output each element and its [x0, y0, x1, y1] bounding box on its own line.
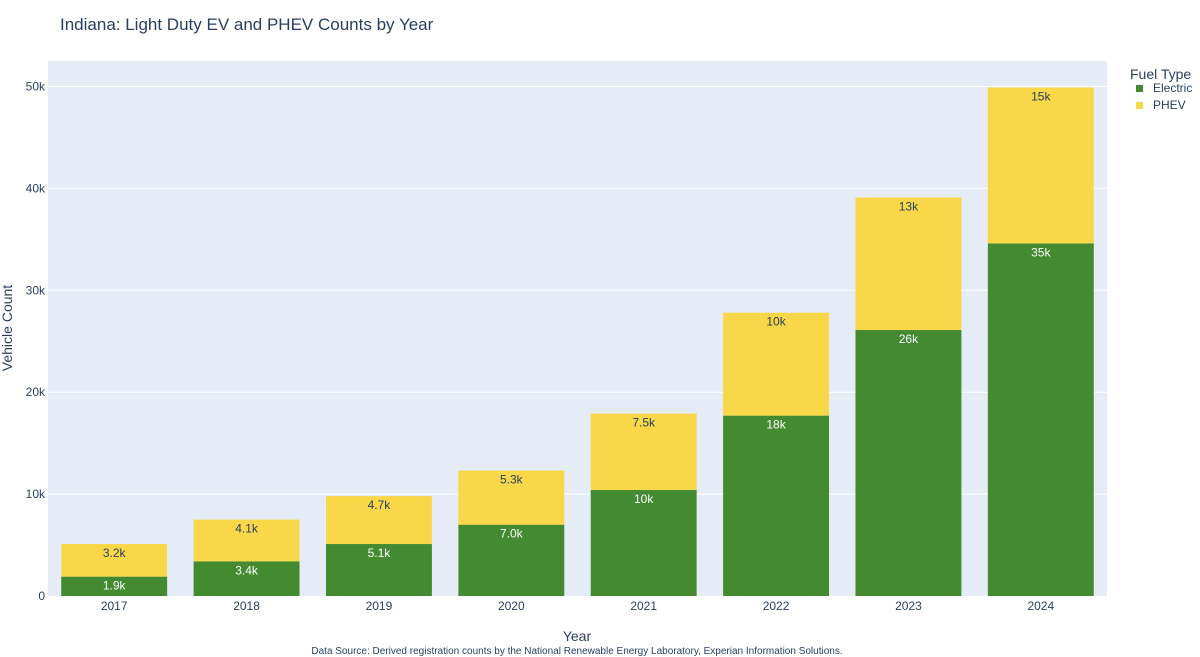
bar-phev — [590, 413, 697, 491]
y-tick-label: 10k — [26, 487, 46, 501]
x-tick-label: 2017 — [101, 599, 128, 613]
bar-label-phev: 13k — [899, 200, 919, 214]
bar-label-electric: 7.0k — [500, 527, 524, 541]
bar-electric — [855, 330, 962, 596]
y-tick-label: 0 — [38, 589, 45, 603]
x-tick-label: 2018 — [233, 599, 260, 613]
x-axis-ticks: 2017 2018 2019 2020 2021 2022 2023 2024 — [101, 599, 1055, 613]
bar-label-electric: 3.4k — [235, 563, 259, 577]
bar-electric — [325, 544, 432, 596]
y-axis-title: Vehicle Count — [0, 285, 15, 372]
bar-electric — [458, 524, 565, 596]
x-tick-label: 2024 — [1027, 599, 1054, 613]
x-tick-label: 2019 — [366, 599, 393, 613]
bar-electric — [590, 490, 697, 596]
legend-swatch-phev — [1136, 102, 1143, 109]
legend-label-phev: PHEV — [1153, 98, 1186, 112]
bar-label-electric: 26k — [899, 332, 919, 346]
bar-phev — [458, 470, 565, 525]
bar-phev — [855, 197, 962, 331]
bar-label-phev: 5.3k — [500, 473, 524, 487]
legend-swatch-electric — [1136, 85, 1143, 92]
bar-label-phev: 4.1k — [235, 522, 259, 536]
x-tick-label: 2021 — [630, 599, 657, 613]
bar-label-electric: 5.1k — [368, 546, 392, 560]
bar-phev — [987, 87, 1094, 244]
chart-title: Indiana: Light Duty EV and PHEV Counts b… — [60, 15, 434, 34]
legend-title: Fuel Type — [1130, 66, 1191, 82]
bars — [61, 87, 1094, 596]
bar-label-electric: 35k — [1031, 245, 1051, 259]
bar-label-electric: 18k — [766, 418, 786, 432]
bar-label-electric: 1.9k — [103, 579, 127, 593]
source-note: Data Source: Derived registration counts… — [311, 646, 842, 657]
bar-electric — [193, 561, 300, 596]
x-tick-label: 2020 — [498, 599, 525, 613]
y-axis-ticks: 0 10k 20k 30k 40k 50k — [26, 79, 46, 603]
bar-phev — [723, 312, 830, 416]
bar-phev — [325, 496, 432, 545]
bar-label-phev: 3.2k — [103, 546, 127, 560]
y-tick-label: 20k — [26, 385, 46, 399]
bar-electric — [61, 576, 168, 596]
y-tick-label: 30k — [26, 283, 46, 297]
bar-labels: 1.9k 3.2k 3.4k 4.1k 5.1k 4.7k 7.0k 5.3k 10k 7.5k 1… — [103, 89, 1052, 592]
bar-phev — [193, 519, 300, 562]
bar-label-phev: 7.5k — [632, 416, 656, 430]
bar-label-phev: 4.7k — [368, 498, 392, 512]
x-tick-label: 2023 — [895, 599, 922, 613]
bar-phev — [61, 544, 168, 577]
x-axis-title: Year — [563, 628, 592, 644]
y-tick-label: 40k — [26, 181, 46, 195]
bar-label-phev: 10k — [766, 315, 786, 329]
legend-label-electric: Electric — [1153, 81, 1192, 95]
bar-label-electric: 10k — [634, 492, 654, 506]
legend: Fuel Type Electric PHEV — [1130, 66, 1192, 112]
bar-electric — [723, 415, 830, 596]
bar-electric — [987, 243, 1094, 596]
x-tick-label: 2022 — [763, 599, 790, 613]
y-tick-label: 50k — [26, 79, 46, 93]
bar-label-phev: 15k — [1031, 89, 1051, 103]
